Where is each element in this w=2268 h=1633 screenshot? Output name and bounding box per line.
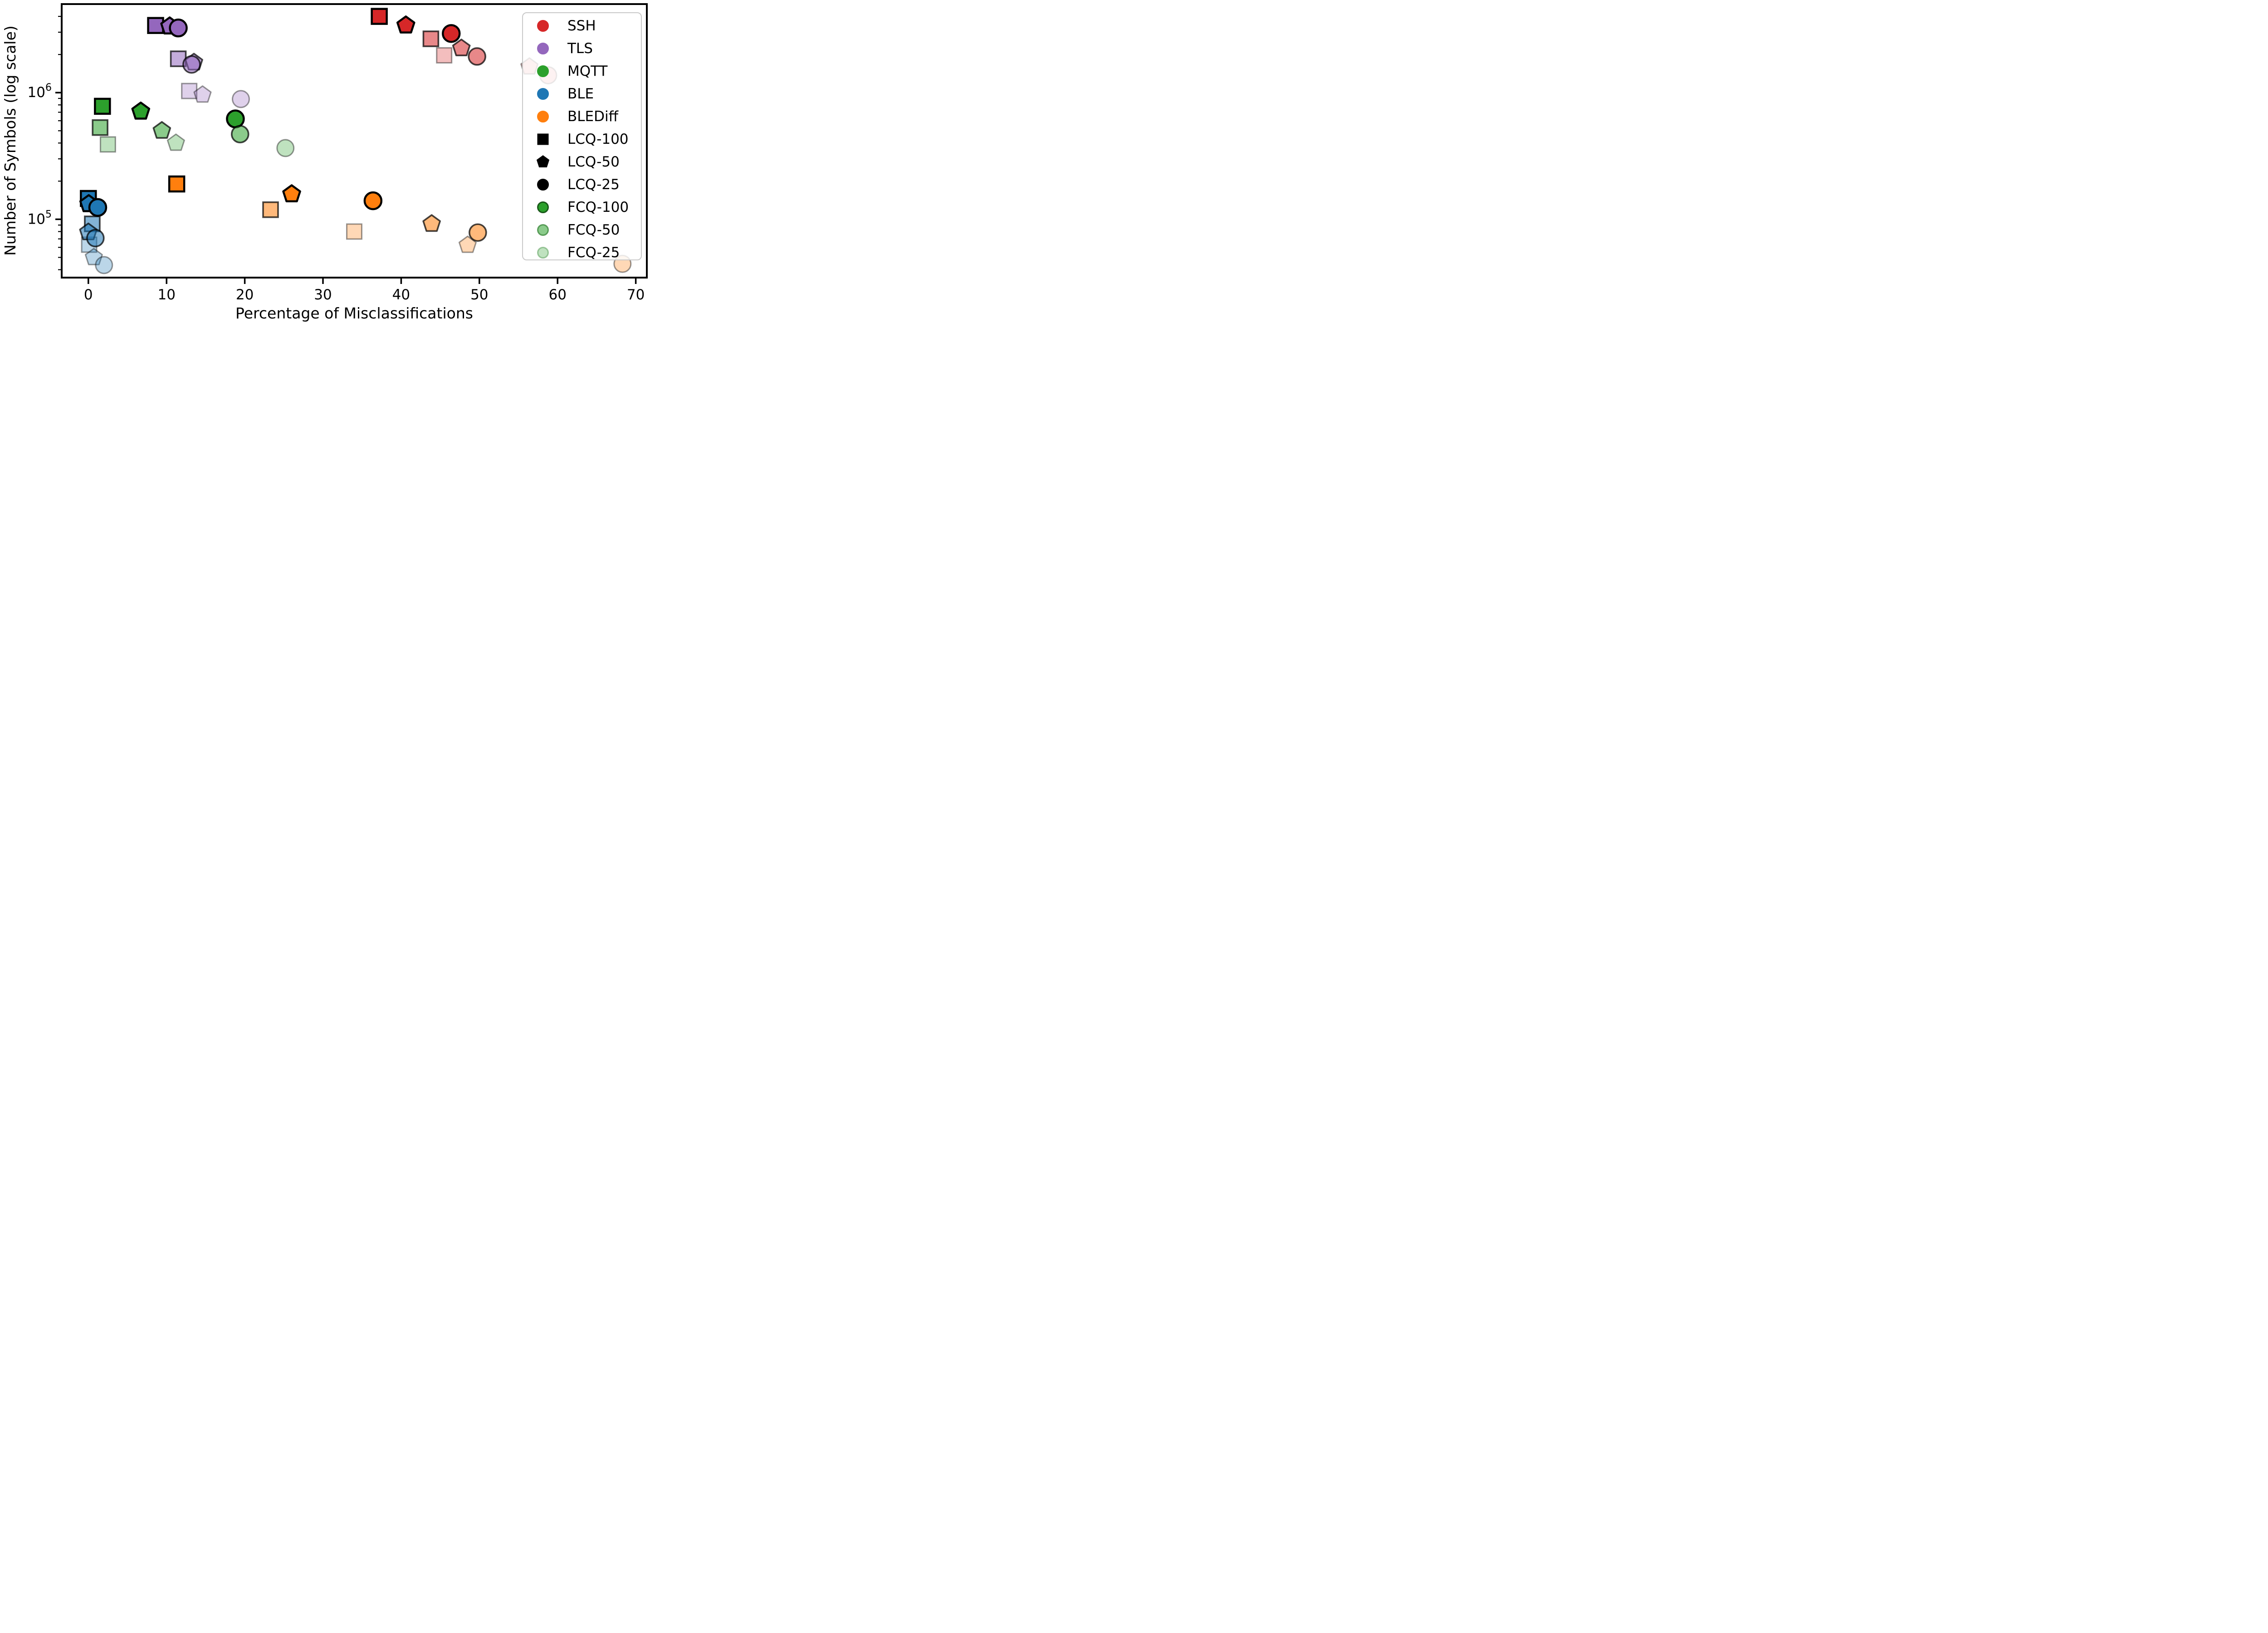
- point-BLEDiff-circle-FCQ-100: [363, 191, 383, 210]
- legend-label: FCQ-25: [567, 244, 620, 261]
- point-SSH-square-FCQ-50: [422, 30, 440, 47]
- point-SSH-circle-FCQ-50: [468, 47, 486, 66]
- x-tick-label: 0: [84, 287, 93, 303]
- axes-frame: [61, 3, 648, 279]
- point-TLS-circle-FCQ-50: [182, 55, 201, 74]
- square-marker-icon: [537, 133, 549, 145]
- point-TLS-square-FCQ-25: [181, 83, 198, 99]
- legend-item-ssh: SSH: [523, 15, 641, 37]
- legend-label: MQTT: [567, 63, 608, 79]
- legend-label: TLS: [567, 40, 593, 57]
- scatter-figure: 105 106 0 10 20 30 40 50 60 70 Percentage of Misc…: [0, 0, 653, 327]
- legend-item-lcq-50: LCQ-50: [523, 151, 641, 173]
- x-tick-label: 50: [470, 287, 488, 303]
- legend-label: BLEDiff: [567, 108, 618, 125]
- point-BLEDiff-square-FCQ-25: [346, 223, 362, 240]
- point-MQTT-circle-FCQ-100: [226, 109, 245, 128]
- legend-label: BLE: [567, 85, 594, 102]
- y-tick-label: 105: [28, 209, 52, 227]
- legend-item-lcq-25: LCQ-25: [523, 173, 641, 196]
- circle-marker-icon: [537, 65, 549, 77]
- point-MQTT-square-FCQ-100: [94, 98, 111, 115]
- legend-item-mqtt: MQTT: [523, 60, 641, 83]
- point-TLS-pentagon-FCQ-25: [193, 85, 212, 103]
- x-axis-label: Percentage of Misclassifications: [235, 304, 473, 322]
- circle-marker-icon: [537, 201, 549, 213]
- legend-item-fcq-50: FCQ-50: [523, 219, 641, 241]
- point-SSH-circle-FCQ-100: [441, 24, 461, 43]
- pentagon-marker-icon: [536, 155, 550, 168]
- x-tick-label: 30: [314, 287, 332, 303]
- point-TLS-square-FCQ-100: [147, 17, 164, 34]
- point-MQTT-pentagon-FCQ-100: [131, 101, 151, 120]
- legend-item-tls: TLS: [523, 37, 641, 60]
- legend-item-lcq-100: LCQ-100: [523, 128, 641, 151]
- point-BLEDiff-pentagon-FCQ-100: [282, 184, 301, 202]
- point-MQTT-pentagon-FCQ-50: [152, 121, 171, 139]
- circle-marker-icon: [537, 247, 549, 259]
- point-BLEDiff-circle-FCQ-50: [469, 223, 487, 242]
- x-tick-label: 10: [157, 287, 175, 303]
- y-axis-label: Number of Symbols (log scale): [1, 25, 19, 256]
- circle-marker-icon: [537, 43, 549, 54]
- legend-label: FCQ-50: [567, 221, 620, 238]
- point-BLEDiff-pentagon-FCQ-25: [458, 235, 477, 253]
- x-tick-label: 20: [236, 287, 254, 303]
- legend-label: SSH: [567, 17, 596, 34]
- circle-marker-icon: [537, 111, 549, 122]
- point-MQTT-circle-FCQ-25: [276, 139, 295, 157]
- legend-item-ble: BLE: [523, 83, 641, 105]
- legend-item-blediff: BLEDiff: [523, 105, 641, 128]
- point-BLEDiff-square-FCQ-100: [168, 175, 186, 193]
- point-TLS-circle-FCQ-25: [231, 90, 250, 108]
- scatter-plot-canvas: 105 106 0 10 20 30 40 50 60 70 Percentage of Misc…: [1, 3, 648, 322]
- point-SSH-pentagon-FCQ-50: [452, 39, 471, 56]
- circle-marker-icon: [537, 20, 549, 32]
- point-SSH-pentagon-FCQ-100: [396, 15, 415, 34]
- x-tick-label: 60: [548, 287, 566, 303]
- legend: SSH TLS MQTT BLE BLEDiff LCQ-100 LCQ-50 LCQ-25 F…: [522, 12, 642, 260]
- point-MQTT-square-FCQ-25: [99, 136, 116, 153]
- point-BLE-pentagon-FCQ-25: [84, 248, 103, 265]
- x-tick-label: 40: [392, 287, 410, 303]
- legend-item-fcq-25: FCQ-25: [523, 241, 641, 264]
- y-tick-label: 106: [28, 82, 52, 101]
- circle-marker-icon: [537, 88, 549, 100]
- legend-label: LCQ-50: [567, 153, 620, 170]
- point-BLE-circle-FCQ-100: [88, 198, 108, 217]
- point-TLS-circle-FCQ-100: [169, 18, 188, 38]
- x-tick-label: 70: [627, 287, 645, 303]
- point-SSH-square-FCQ-100: [371, 8, 388, 25]
- point-BLE-circle-FCQ-25: [95, 256, 113, 274]
- circle-marker-icon: [537, 179, 549, 191]
- point-MQTT-square-FCQ-50: [92, 119, 108, 136]
- point-MQTT-circle-FCQ-50: [230, 125, 249, 144]
- plot-area: 105 106 0 10 20 30 40 50 60 70: [28, 3, 648, 303]
- point-BLE-circle-FCQ-50: [86, 229, 105, 248]
- point-MQTT-pentagon-FCQ-25: [166, 133, 185, 151]
- legend-label: LCQ-25: [567, 176, 620, 193]
- legend-item-fcq-100: FCQ-100: [523, 196, 641, 219]
- circle-marker-icon: [537, 224, 549, 236]
- point-SSH-square-FCQ-25: [436, 47, 453, 64]
- point-BLEDiff-pentagon-FCQ-50: [422, 214, 441, 232]
- point-BLEDiff-square-FCQ-50: [262, 201, 279, 218]
- legend-label: FCQ-100: [567, 199, 629, 215]
- legend-label: LCQ-100: [567, 131, 629, 147]
